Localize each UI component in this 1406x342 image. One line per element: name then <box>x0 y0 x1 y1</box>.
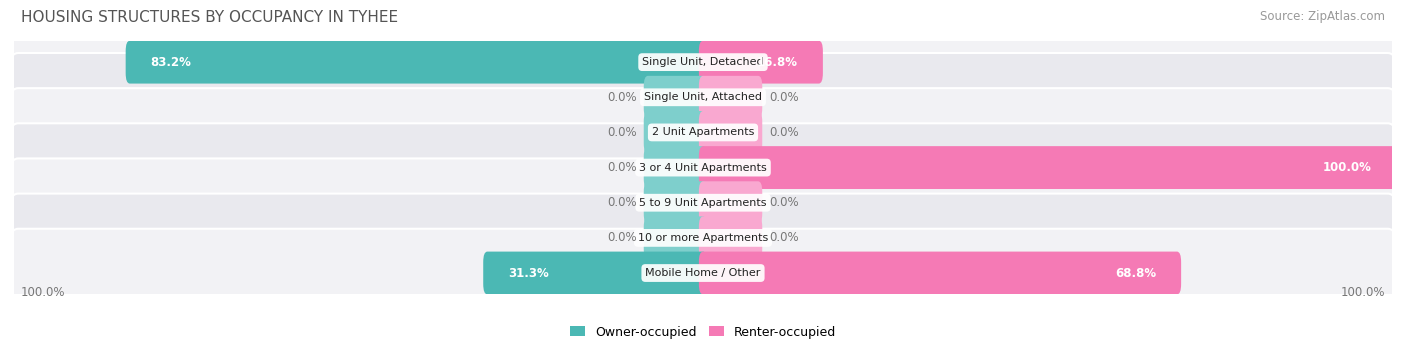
Text: 0.0%: 0.0% <box>769 196 799 209</box>
Text: 83.2%: 83.2% <box>150 56 191 69</box>
FancyBboxPatch shape <box>699 146 1396 189</box>
FancyBboxPatch shape <box>699 181 762 224</box>
FancyBboxPatch shape <box>644 76 707 119</box>
FancyBboxPatch shape <box>7 18 1399 106</box>
Text: HOUSING STRUCTURES BY OCCUPANCY IN TYHEE: HOUSING STRUCTURES BY OCCUPANCY IN TYHEE <box>21 10 398 25</box>
Text: 100.0%: 100.0% <box>1323 161 1371 174</box>
Legend: Owner-occupied, Renter-occupied: Owner-occupied, Renter-occupied <box>565 320 841 342</box>
FancyBboxPatch shape <box>484 252 707 294</box>
Text: Single Unit, Detached: Single Unit, Detached <box>643 57 763 67</box>
FancyBboxPatch shape <box>699 41 823 83</box>
Text: 0.0%: 0.0% <box>607 91 637 104</box>
FancyBboxPatch shape <box>644 216 707 259</box>
FancyBboxPatch shape <box>644 181 707 224</box>
Text: Single Unit, Attached: Single Unit, Attached <box>644 92 762 102</box>
FancyBboxPatch shape <box>699 252 1181 294</box>
FancyBboxPatch shape <box>7 88 1399 177</box>
Text: 0.0%: 0.0% <box>607 232 637 245</box>
Text: 0.0%: 0.0% <box>607 196 637 209</box>
Text: 10 or more Apartments: 10 or more Apartments <box>638 233 768 243</box>
Text: 5 to 9 Unit Apartments: 5 to 9 Unit Apartments <box>640 198 766 208</box>
FancyBboxPatch shape <box>7 194 1399 282</box>
Text: 0.0%: 0.0% <box>769 91 799 104</box>
Text: 100.0%: 100.0% <box>21 286 66 299</box>
FancyBboxPatch shape <box>699 76 762 119</box>
FancyBboxPatch shape <box>644 111 707 154</box>
Text: 2 Unit Apartments: 2 Unit Apartments <box>652 128 754 137</box>
Text: 16.8%: 16.8% <box>756 56 799 69</box>
Text: 31.3%: 31.3% <box>508 266 548 279</box>
Text: 0.0%: 0.0% <box>769 126 799 139</box>
FancyBboxPatch shape <box>125 41 707 83</box>
FancyBboxPatch shape <box>699 111 762 154</box>
FancyBboxPatch shape <box>7 229 1399 317</box>
FancyBboxPatch shape <box>699 216 762 259</box>
Text: Mobile Home / Other: Mobile Home / Other <box>645 268 761 278</box>
Text: 3 or 4 Unit Apartments: 3 or 4 Unit Apartments <box>640 162 766 173</box>
FancyBboxPatch shape <box>644 146 707 189</box>
Text: Source: ZipAtlas.com: Source: ZipAtlas.com <box>1260 10 1385 23</box>
FancyBboxPatch shape <box>7 53 1399 142</box>
FancyBboxPatch shape <box>7 158 1399 247</box>
FancyBboxPatch shape <box>7 123 1399 212</box>
Text: 0.0%: 0.0% <box>769 232 799 245</box>
Text: 0.0%: 0.0% <box>607 161 637 174</box>
Text: 68.8%: 68.8% <box>1115 266 1156 279</box>
Text: 0.0%: 0.0% <box>607 126 637 139</box>
Text: 100.0%: 100.0% <box>1340 286 1385 299</box>
